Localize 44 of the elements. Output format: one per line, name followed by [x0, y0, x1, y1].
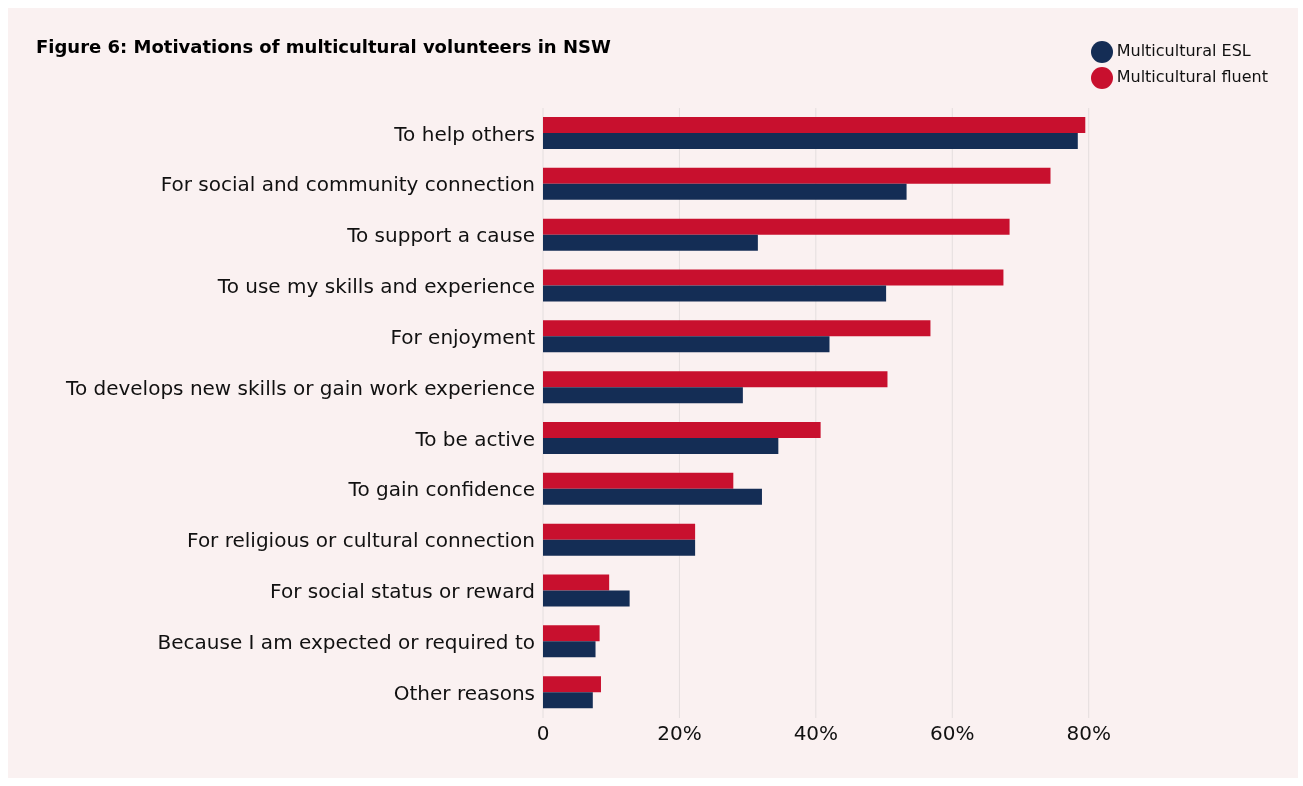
y-tick-label: To develops new skills or gain work experience — [65, 375, 535, 400]
bar — [543, 422, 821, 438]
y-tick-label: Because I am expected or required to — [157, 629, 535, 654]
bar — [543, 117, 1086, 133]
bar — [543, 676, 601, 693]
x-tick-label: 0 — [536, 721, 550, 746]
y-tick-label: For enjoyment — [390, 324, 536, 349]
bar — [543, 285, 887, 302]
x-tick-label: 40% — [793, 721, 839, 746]
legend-label: Multicultural fluent — [1116, 67, 1268, 86]
bar — [543, 625, 600, 642]
bar — [543, 438, 779, 454]
bar — [543, 641, 596, 658]
y-tick-label: Other reasons — [393, 680, 535, 705]
y-tick-label: For religious or cultural connection — [187, 528, 535, 553]
y-tick-label: For social status or reward — [270, 579, 535, 604]
bar — [543, 692, 593, 709]
bar — [543, 336, 830, 353]
bar — [543, 269, 1004, 286]
bar — [543, 234, 758, 251]
bar — [543, 590, 630, 607]
y-tick-label: To be active — [414, 426, 535, 451]
x-tick-label: 60% — [930, 721, 975, 746]
bar — [543, 133, 1078, 149]
bar — [543, 488, 762, 505]
y-tick-label: To use my skills and experience — [216, 274, 535, 299]
bar — [543, 371, 888, 388]
bar — [543, 387, 743, 404]
bar — [543, 183, 907, 200]
x-tick-label: 20% — [657, 721, 702, 746]
x-tick-label: 80% — [1066, 721, 1111, 746]
y-tick-label: For social and community connection — [160, 172, 535, 197]
bar — [543, 523, 696, 540]
text: Figure 6: Motivations of multicultural volunteers in NSW — [36, 36, 611, 57]
y-tick-label: To support a cause — [346, 223, 535, 248]
bar — [543, 320, 931, 337]
y-tick-label: To help others — [393, 121, 535, 146]
bar — [543, 167, 1051, 184]
bar — [543, 218, 1010, 235]
bar — [543, 574, 610, 591]
bar — [543, 472, 734, 489]
y-tick-label: To gain confidence — [347, 477, 535, 502]
bar — [543, 539, 696, 556]
legend-label: Multicultural ESL — [1116, 41, 1251, 60]
